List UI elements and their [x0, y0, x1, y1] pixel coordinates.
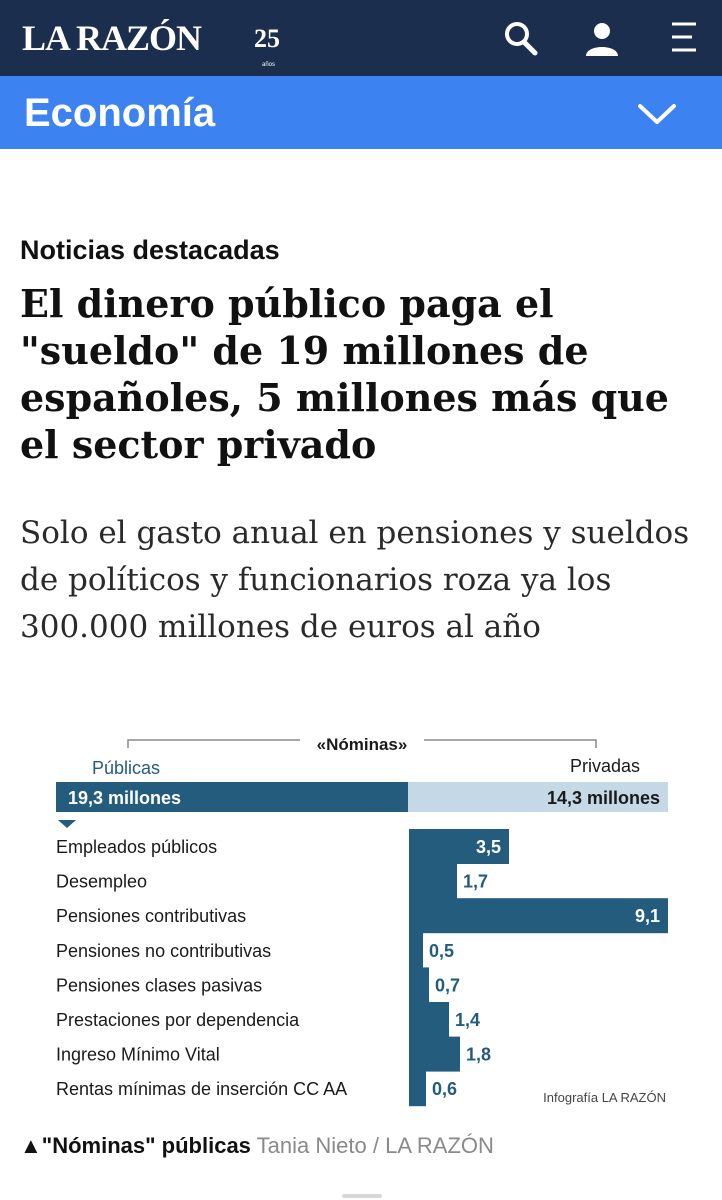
private-split-name: Privadas: [570, 756, 640, 776]
category-label: Ingreso Mínimo Vital: [56, 1045, 220, 1065]
bar-6: [409, 1036, 460, 1072]
caption-separator: /: [372, 1133, 379, 1158]
chevron-down-icon[interactable]: [636, 100, 678, 128]
category-label: Pensiones no contributivas: [56, 941, 271, 961]
image-caption: ▲"Nóminas" públicas Tania Nieto / LA RAZ…: [20, 1132, 494, 1160]
article-headline: El dinero público paga el "sueldo" de 19…: [20, 281, 669, 467]
category-label: Rentas mínimas de inserción CC AA: [56, 1079, 347, 1099]
public-split-name: Públicas: [92, 758, 160, 778]
nominas-infographic: «Nóminas» Públicas Privadas 19,3 millones 14…: [54, 726, 678, 1116]
section-bar[interactable]: Economía: [0, 76, 722, 149]
category-label: Empleados públicos: [56, 837, 217, 857]
bar-2: [409, 898, 668, 934]
value-label: 3,5: [476, 837, 501, 857]
menu-icon[interactable]: [664, 18, 704, 58]
nominas-chart: «Nóminas» Públicas Privadas 19,3 millones 14…: [56, 735, 668, 1107]
value-label: 1,7: [463, 872, 488, 892]
value-label: 0,6: [432, 1079, 457, 1099]
title-bracket: [127, 739, 597, 748]
scroll-handle: [342, 1194, 382, 1198]
bar-3: [409, 932, 423, 968]
private-total-bar: [408, 782, 668, 812]
user-icon[interactable]: [582, 18, 622, 58]
site-logo[interactable]: LA RAZÓN: [22, 18, 202, 58]
category-label: Desempleo: [56, 872, 147, 892]
chart-title: «Nóminas»: [317, 735, 408, 754]
chart-source: Infografía LA RAZÓN: [543, 1090, 666, 1105]
bar-1: [409, 863, 457, 899]
anniversary-badge: 25 años: [254, 24, 280, 68]
category-label: Pensiones contributivas: [56, 906, 246, 926]
bar-0: [409, 829, 509, 864]
bar-4: [409, 967, 429, 1003]
pointer-marker: [58, 820, 76, 828]
value-label: 1,4: [455, 1010, 480, 1030]
top-navigation-bar: LA RAZÓN 25 años: [0, 0, 722, 76]
private-total-label: 14,3 millones: [547, 788, 660, 808]
bar-5: [409, 1002, 449, 1037]
value-label: 9,1: [635, 906, 660, 926]
search-icon[interactable]: [500, 18, 540, 58]
bar-7: [409, 1071, 426, 1107]
section-title: Economía: [24, 91, 216, 135]
value-label: 0,7: [435, 975, 460, 995]
category-label: Pensiones clases pasivas: [56, 975, 262, 995]
article-subheadline: Solo el gasto anual en pensiones y sueld…: [20, 515, 690, 645]
public-total-bar: [56, 782, 408, 812]
category-label: Prestaciones por dependencia: [56, 1010, 300, 1030]
caption-marker: ▲: [20, 1133, 42, 1158]
caption-outlet: LA RAZÓN: [385, 1133, 494, 1158]
value-label: 0,5: [429, 941, 454, 961]
caption-author: Tania Nieto: [256, 1133, 367, 1158]
value-label: 1,8: [466, 1045, 491, 1065]
article-kicker[interactable]: Noticias destacadas: [20, 235, 280, 265]
caption-title: "Nóminas" públicas: [41, 1133, 251, 1158]
public-total-label: 19,3 millones: [68, 788, 181, 808]
